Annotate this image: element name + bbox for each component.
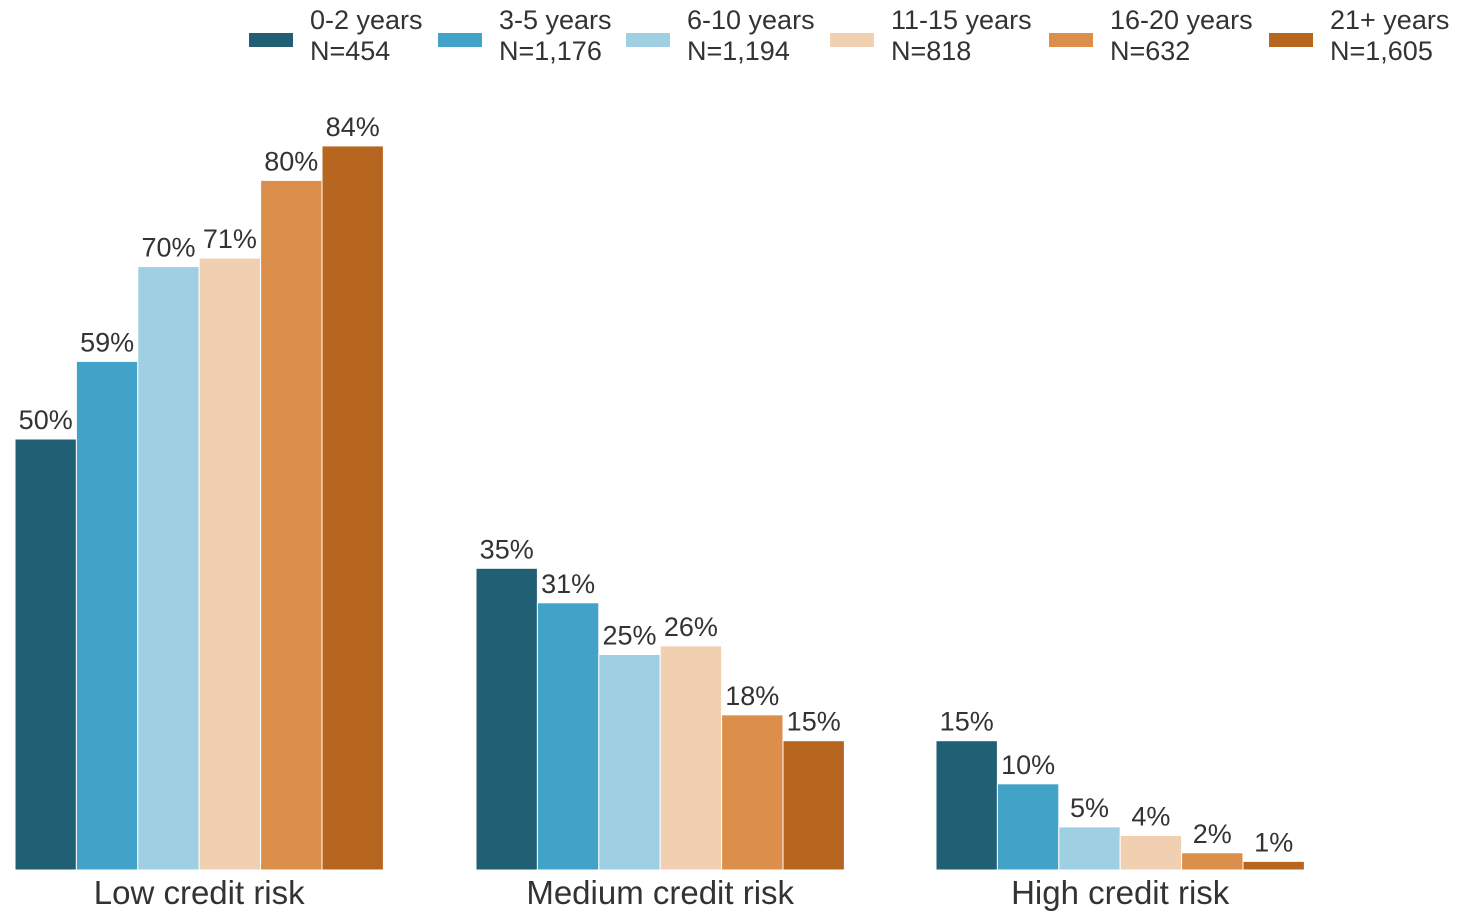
data-label: 70%	[141, 233, 195, 263]
data-label: 31%	[541, 569, 595, 599]
bar	[475, 567, 538, 871]
data-label: 2%	[1193, 819, 1232, 849]
legend-swatch	[626, 33, 670, 47]
legend-label: 16-20 years	[1110, 5, 1253, 35]
legend-label: 6-10 years	[687, 5, 815, 35]
legend-label: 0-2 years	[310, 5, 423, 35]
legend-swatch	[249, 33, 293, 47]
bar	[1058, 826, 1121, 871]
legend-sample-size: N=632	[1110, 36, 1190, 66]
bar	[1242, 860, 1305, 871]
category-label: Medium credit risk	[526, 874, 794, 911]
bar	[721, 714, 784, 871]
bar	[137, 266, 200, 871]
legend-label: 21+ years	[1330, 5, 1449, 35]
data-label: 35%	[480, 534, 534, 564]
legend-swatch	[1269, 33, 1313, 47]
bar	[536, 602, 600, 871]
bar	[996, 783, 1060, 871]
category-labels: Low credit risk Medium credit risk High cr…	[94, 874, 1230, 911]
bar	[659, 645, 723, 871]
legend-sample-size: N=454	[310, 36, 390, 66]
bar	[598, 654, 661, 871]
legend-swatch	[1049, 33, 1093, 47]
legend-sample-size: N=818	[891, 36, 971, 66]
legend-swatch	[830, 33, 874, 47]
bar	[75, 360, 139, 871]
legend-swatch	[438, 33, 482, 47]
data-label: 59%	[80, 327, 134, 357]
bar	[935, 740, 998, 871]
bar	[260, 179, 323, 871]
data-label: 84%	[326, 112, 380, 142]
bar	[1181, 852, 1244, 871]
data-label: 71%	[203, 224, 257, 254]
data-label: 10%	[1001, 750, 1055, 780]
category-label: Low credit risk	[94, 874, 305, 911]
bar	[321, 145, 384, 871]
legend-label: 3-5 years	[499, 5, 612, 35]
bar	[1119, 835, 1183, 871]
data-label: 25%	[602, 621, 656, 651]
bar	[198, 257, 262, 871]
data-label: 4%	[1131, 802, 1170, 832]
legend-sample-size: N=1,194	[687, 36, 790, 66]
bars	[14, 145, 1305, 871]
data-label: 1%	[1254, 827, 1293, 857]
legend-label: 11-15 years	[891, 5, 1032, 35]
category-label: High credit risk	[1011, 874, 1230, 911]
data-label: 26%	[664, 612, 718, 642]
bar	[782, 740, 845, 871]
data-label: 18%	[725, 681, 779, 711]
data-label: 80%	[264, 146, 318, 176]
data-label: 5%	[1070, 793, 1109, 823]
legend-sample-size: N=1,605	[1330, 36, 1433, 66]
data-labels: 50%59%70% 71%80%84%35%31%25% 26%18%15% 15%1…	[19, 112, 1294, 857]
data-label: 15%	[787, 707, 841, 737]
data-label: 15%	[940, 707, 994, 737]
data-label: 50%	[19, 405, 73, 435]
bar	[14, 438, 77, 871]
legend-sample-size: N=1,176	[499, 36, 602, 66]
